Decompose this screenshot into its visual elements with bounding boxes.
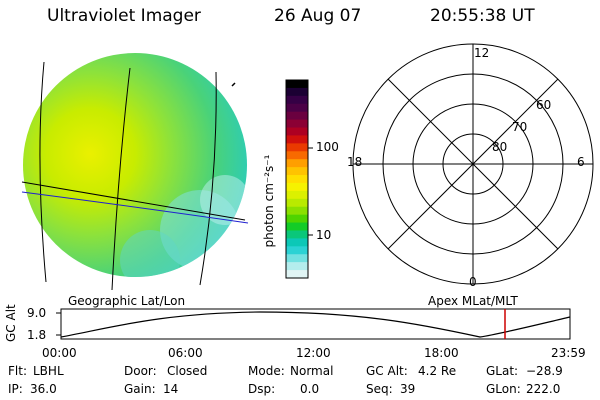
colorbar-tick-label: 100	[316, 140, 339, 154]
status-key-glon: GLon:	[486, 382, 521, 396]
status-key-dsp: Dsp:	[248, 382, 276, 396]
colorbar-cell	[286, 95, 308, 105]
status-value-gc-alt: 4.2 Re	[418, 364, 457, 378]
status-value-glon: 222.0	[526, 382, 561, 396]
altitude-xtick-label: 06:00	[168, 346, 203, 360]
longitude-line	[111, 67, 131, 290]
colorbar-cell	[286, 103, 308, 113]
colorbar-cell	[286, 230, 308, 239]
colorbar-cell	[286, 198, 308, 208]
status-value-door: Closed	[167, 364, 208, 378]
colorbar-cell	[286, 246, 308, 255]
mlt-label-6: 6	[577, 155, 585, 169]
colorbar-scale	[286, 80, 308, 279]
status-key-mode: Mode:	[248, 364, 285, 378]
colorbar-tick-label: 10	[316, 228, 332, 242]
colorbar-cell	[286, 262, 308, 271]
altitude-plot-frame	[60, 308, 571, 340]
altitude-ytick-label: 9.0	[27, 306, 47, 320]
altitude-ytick-label: 1.8	[27, 328, 47, 342]
mlt-label-12: 12	[474, 46, 490, 60]
altitude-xtick-label: 00:00	[42, 346, 77, 360]
status-key-ip: IP:	[8, 382, 23, 396]
terminator-line	[21, 191, 249, 224]
colorbar-cell	[286, 111, 308, 121]
status-key-seq: Seq:	[366, 382, 393, 396]
status-value-filter: LBHL	[33, 364, 64, 378]
colorbar-cell	[286, 214, 308, 224]
lat-label-60: 60	[536, 98, 552, 112]
status-value-mode: Normal	[290, 364, 334, 378]
status-value-dsp: 0.0	[300, 382, 320, 396]
status-key-gc-alt: GC Alt:	[366, 364, 408, 378]
status-key-filter: Flt:	[8, 364, 27, 378]
colorbar-cell	[286, 119, 308, 129]
colorbar-cell	[286, 135, 308, 144]
colorbar-cell	[286, 206, 308, 216]
altitude-xtick-label: 12:00	[296, 346, 331, 360]
polar-panel-label: Apex MLat/MLT	[428, 294, 518, 308]
geographic-grid	[21, 61, 246, 290]
lat-label-80: 80	[492, 140, 508, 154]
image-panel-label: Geographic Lat/Lon	[68, 294, 186, 308]
longitude-line	[199, 71, 217, 286]
colorbar-cell	[286, 190, 308, 200]
colorbar-cell	[286, 159, 308, 168]
altitude-ylabel: GC Alt	[4, 304, 18, 342]
instrument-title: Ultraviolet Imager	[47, 6, 201, 26]
date-label: 26 Aug 07	[274, 6, 362, 26]
status-value-glat: −28.9	[526, 364, 563, 378]
altitude-plot	[56, 308, 571, 340]
altitude-xtick-label: 23:59	[551, 346, 586, 360]
time-label: 20:55:38 UT	[430, 6, 535, 26]
colorbar-cell	[286, 80, 308, 89]
colorbar-cell	[286, 127, 308, 137]
colorbar-units-label: photon cm⁻²s⁻¹	[262, 154, 276, 248]
status-value-ip: 36.0	[30, 382, 57, 396]
mlt-label-0: 0	[469, 275, 477, 289]
lat-label-70: 70	[512, 120, 528, 134]
status-value-gain: 14	[163, 382, 179, 396]
latitude-line	[21, 181, 246, 221]
polar-plot	[352, 43, 594, 285]
altitude-xtick-label: 18:00	[424, 346, 459, 360]
colorbar-cell	[286, 151, 308, 160]
altitude-curve	[60, 311, 571, 338]
colorbar-cell	[286, 222, 308, 232]
colorbar-cell	[286, 238, 308, 247]
uv-image-panel	[21, 53, 249, 290]
polar-diagonal	[387, 78, 559, 250]
colorbar-cell	[286, 254, 308, 263]
colorbar-cell	[286, 182, 308, 192]
colorbar-cell	[286, 167, 308, 176]
colorbar	[285, 79, 313, 279]
mlt-label-18: 18	[347, 155, 363, 169]
colorbar-cell	[286, 175, 308, 184]
colorbar-cell	[286, 143, 308, 152]
status-key-door: Door:	[124, 364, 157, 378]
status-value-seq: 39	[400, 382, 416, 396]
longitude-line	[39, 61, 47, 283]
status-key-glat: GLat:	[486, 364, 519, 378]
colorbar-cell	[286, 270, 308, 279]
star-mark	[231, 82, 236, 87]
colorbar-frame	[285, 79, 309, 279]
status-key-gain: Gain:	[124, 382, 156, 396]
colorbar-cell	[286, 87, 308, 97]
